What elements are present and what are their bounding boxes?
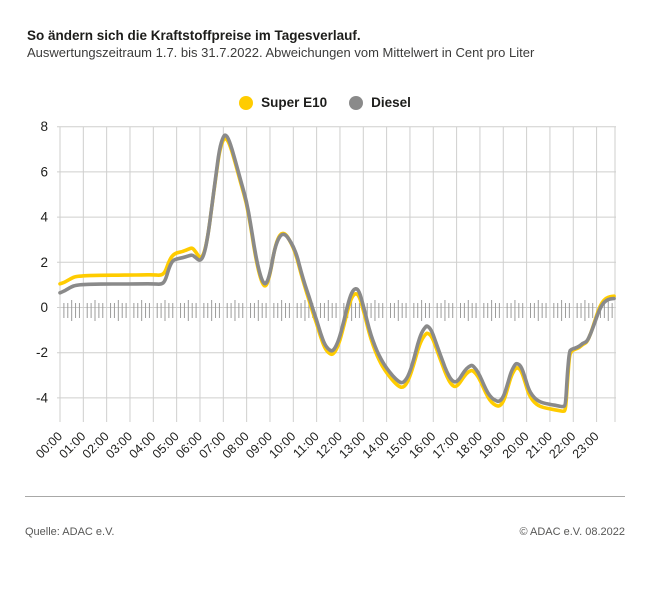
chart-header: So ändern sich die Kraftstoffpreise im T… <box>27 27 627 61</box>
svg-text:10:00: 10:00 <box>266 429 298 461</box>
legend-label-diesel: Diesel <box>371 95 411 110</box>
legend-item-super-e10: Super E10 <box>239 95 327 110</box>
chart-subtitle: Auswertungszeitraum 1.7. bis 31.7.2022. … <box>27 45 535 60</box>
svg-text:-2: -2 <box>36 345 48 360</box>
footer-divider <box>25 496 625 497</box>
chart-title: So ändern sich die Kraftstoffpreise im T… <box>27 28 361 43</box>
svg-text:8: 8 <box>40 119 48 134</box>
svg-text:0: 0 <box>40 300 48 315</box>
svg-text:4: 4 <box>40 210 48 225</box>
legend: Super E10 Diesel <box>0 95 650 110</box>
super-e10-dot-icon <box>239 95 254 110</box>
footer-source: Quelle: ADAC e.V. <box>25 526 115 538</box>
footer-copyright: © ADAC e.V. 08.2022 <box>519 526 625 538</box>
svg-text:6: 6 <box>40 164 48 179</box>
legend-item-diesel: Diesel <box>349 95 411 110</box>
svg-text:-4: -4 <box>36 390 48 405</box>
svg-text:23:00: 23:00 <box>570 429 602 461</box>
svg-text:2: 2 <box>40 255 48 270</box>
legend-label-super-e10: Super E10 <box>261 95 328 110</box>
diesel-dot-icon <box>349 95 364 110</box>
